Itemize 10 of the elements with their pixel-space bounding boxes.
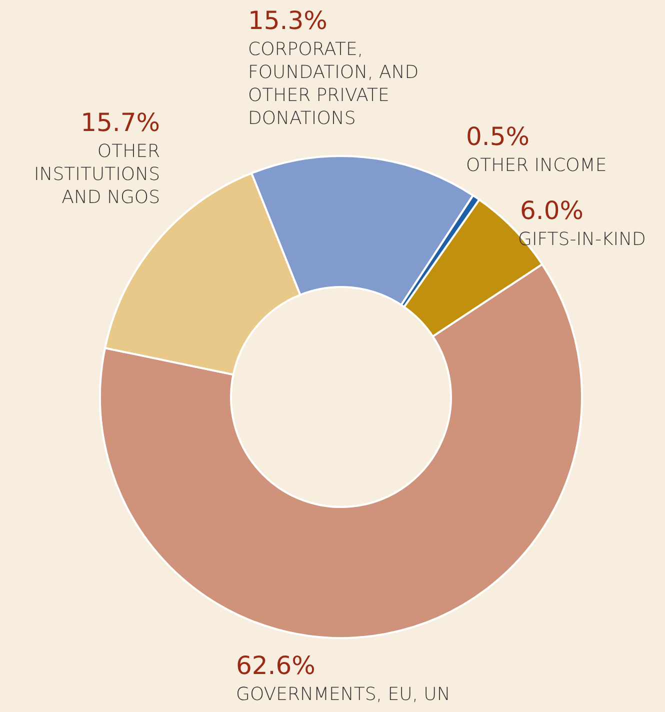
data-label: 15.3%: [248, 5, 328, 37]
data-label: 15.7%: [80, 107, 160, 139]
slice-label: OTHER INSTITUTIONS AND NGOS: [32, 140, 160, 209]
slice-label: GIFTS-IN-KIND: [518, 228, 647, 251]
data-label: 62.6%: [236, 650, 316, 682]
data-label: 0.5%: [466, 121, 531, 153]
slice-label: CORPORATE, FOUNDATION, AND OTHER PRIVATE DONATIONS: [248, 39, 419, 129]
data-label: 6.0%: [519, 195, 585, 227]
slice-label: OTHER INCOME: [466, 154, 608, 177]
slice-label: GOVERNMENTS, EU, UN: [236, 683, 452, 706]
